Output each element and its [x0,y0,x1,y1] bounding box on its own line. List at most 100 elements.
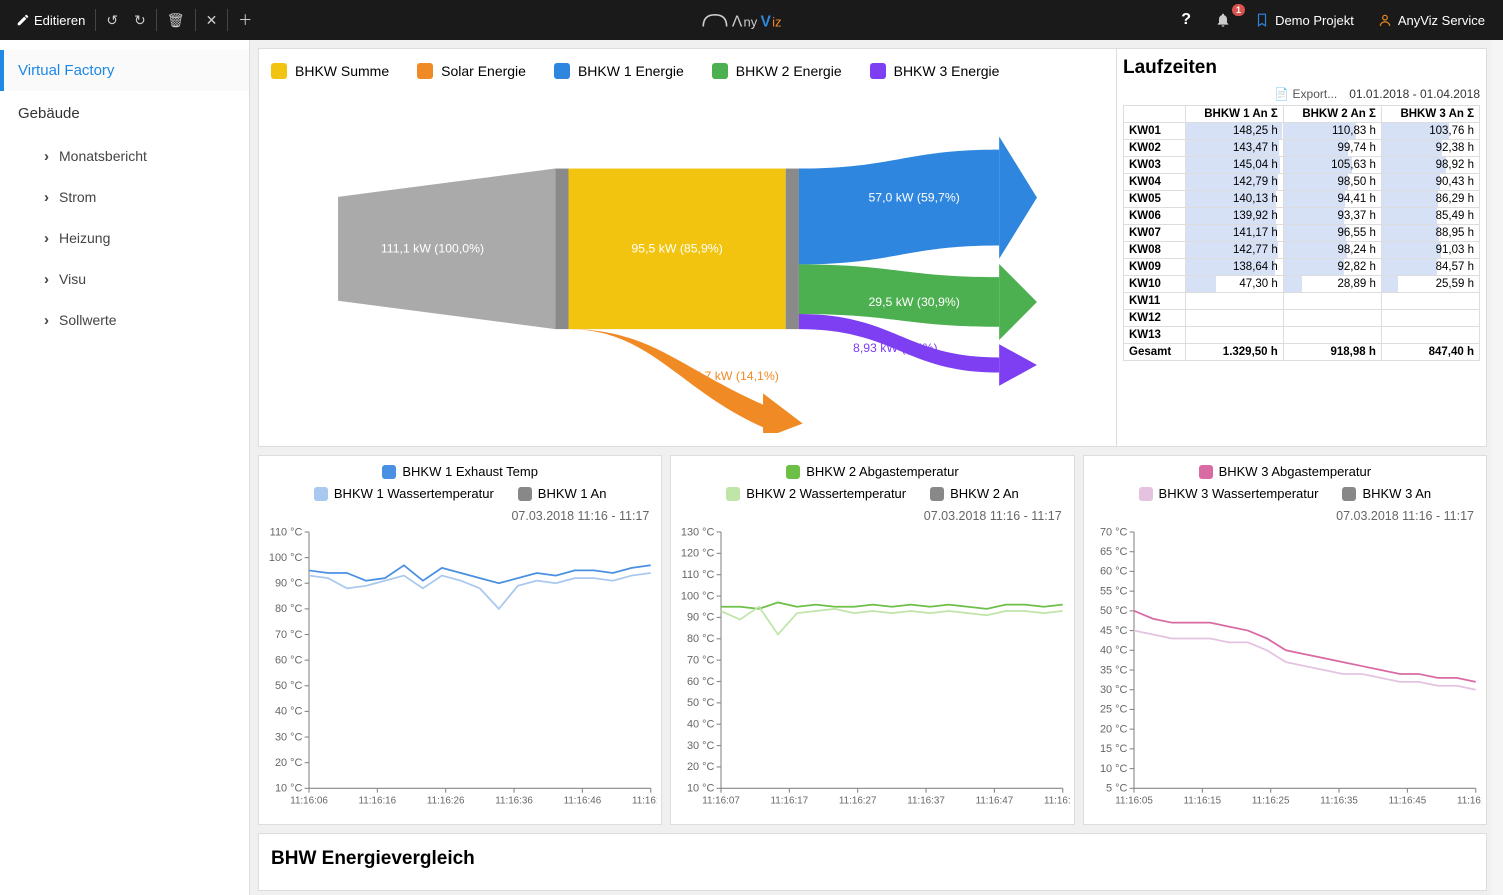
svg-text:11:16:16: 11:16:16 [359,795,397,806]
project-link[interactable]: Demo Projekt [1245,9,1364,32]
svg-text:11:16:05: 11:16:05 [1115,795,1153,806]
sankey-panel: BHKW Summe Solar Energie BHKW 1 Energie BHK… [258,48,1487,447]
svg-text:120 °C: 120 °C [681,547,715,559]
help-icon[interactable]: ? [1171,7,1201,33]
laufzeiten-title: Laufzeiten [1123,57,1480,79]
svg-text:11:16:07: 11:16:07 [703,795,741,806]
svg-text:11:16:06: 11:16:06 [290,795,328,806]
svg-text:20 °C: 20 °C [1100,723,1128,735]
svg-text:10 °C: 10 °C [687,782,715,794]
svg-text:50 °C: 50 °C [275,680,303,692]
svg-text:80 °C: 80 °C [687,633,715,645]
svg-text:11:16:36: 11:16:36 [495,795,533,806]
legend-item: Solar Energie [417,63,526,79]
svg-text:70 °C: 70 °C [275,628,303,640]
svg-text:11:16:15: 11:16:15 [1183,795,1221,806]
table-row: KW08142,77 h98,24 h91,03 h [1124,242,1480,259]
svg-text:65 °C: 65 °C [1100,545,1128,557]
table-total-row: Gesamt1.329,50 h918,98 h847,40 h [1124,344,1480,361]
svg-text:110 °C: 110 °C [682,568,715,580]
sidebar: Virtual Factory Gebäude MonatsberichtStr… [0,40,250,895]
svg-text:80 °C: 80 °C [275,603,303,615]
sidebar-item-visu[interactable]: Visu [0,259,249,300]
svg-text:11:16:27: 11:16:27 [839,795,877,806]
svg-text:11:16:47: 11:16:47 [976,795,1014,806]
sidebar-item-monatsbericht[interactable]: Monatsbericht [0,136,249,177]
table-row: KW09138,64 h92,82 h84,57 h [1124,259,1480,276]
svg-text:70 °C: 70 °C [1100,526,1128,538]
table-row: KW01148,25 h110,83 h103,76 h [1124,123,1480,140]
redo-icon[interactable]: ↻ [126,8,154,33]
svg-text:45 °C: 45 °C [1100,624,1128,636]
charts-row: BHKW 1 Exhaust TempBHKW 1 Wassertemperat… [258,455,1487,825]
svg-text:30 °C: 30 °C [687,739,715,751]
sidebar-group-gebaude: Gebäude [0,91,249,136]
svg-text:25 °C: 25 °C [1100,703,1128,715]
footer-panel: BHW Energievergleich [258,833,1487,891]
svg-text:35 °C: 35 °C [1100,664,1128,676]
chart-legend: BHKW 3 AbgastemperaturBHKW 3 Wassertempe… [1088,460,1482,509]
svg-text:iz: iz [772,15,781,30]
svg-text:5 °C: 5 °C [1106,782,1127,794]
table-row: KW04142,79 h98,50 h90,43 h [1124,174,1480,191]
svg-text:10 °C: 10 °C [275,782,303,794]
edit-button[interactable]: Editieren [8,9,93,32]
section-title: BHW Energievergleich [265,838,1480,886]
add-icon[interactable]: ＋ [230,6,260,34]
svg-text:11:16:57: 11:16:57 [1044,795,1069,806]
table-row: KW05140,13 h94,41 h86,29 h [1124,191,1480,208]
sidebar-item-sollwerte[interactable]: Sollwerte [0,300,249,341]
svg-text:90 °C: 90 °C [687,611,715,623]
main-content: BHKW Summe Solar Energie BHKW 1 Energie BHK… [250,40,1491,895]
sankey-chart: 111,1 kW (100,0%)95,5 kW (85,9%)15,7 kW … [267,93,1108,433]
brand-logo: Λ ny V iz [682,7,822,33]
notifications-icon[interactable]: 1 [1205,8,1241,32]
svg-text:50 °C: 50 °C [687,697,715,709]
svg-text:20 °C: 20 °C [275,756,303,768]
svg-text:60 °C: 60 °C [275,654,303,666]
svg-text:60 °C: 60 °C [1100,565,1128,577]
table-row: KW06139,92 h93,37 h85,49 h [1124,208,1480,225]
svg-text:30 °C: 30 °C [1100,684,1128,696]
legend-item: BHKW 2 Energie [712,63,842,79]
svg-text:10 °C: 10 °C [1100,762,1128,774]
svg-text:55 °C: 55 °C [1100,585,1128,597]
svg-text:11:16:17: 11:16:17 [771,795,809,806]
svg-text:11:16:35: 11:16:35 [1320,795,1358,806]
svg-text:15 °C: 15 °C [1100,743,1128,755]
chart-legend: BHKW 1 Exhaust TempBHKW 1 Wassertemperat… [263,460,657,509]
chart-timestamp: 07.03.2018 11:16 - 11:17 [263,509,657,525]
svg-text:11:16:55: 11:16:55 [1457,795,1482,806]
laufzeiten-table: BHKW 1 An ΣBHKW 2 An ΣBHKW 3 An ΣKW01148… [1123,105,1480,361]
svg-text:20 °C: 20 °C [687,761,715,773]
table-row: KW13 [1124,327,1480,344]
legend-item: BHKW 1 Energie [554,63,684,79]
chart-timestamp: 07.03.2018 11:16 - 11:17 [1088,509,1482,525]
user-link[interactable]: AnyViz Service [1368,9,1495,32]
svg-text:57,0 kW (59,7%): 57,0 kW (59,7%) [868,190,959,204]
svg-text:11:16:46: 11:16:46 [564,795,602,806]
svg-text:50 °C: 50 °C [1100,605,1128,617]
sidebar-item-strom[interactable]: Strom [0,177,249,218]
legend-item: BHKW 3 Energie [870,63,1000,79]
close-icon[interactable]: ✕ [198,8,226,33]
table-row: KW11 [1124,293,1480,310]
svg-text:40 °C: 40 °C [1100,644,1128,656]
svg-text:11:16:37: 11:16:37 [908,795,946,806]
svg-text:95,5 kW (85,9%): 95,5 kW (85,9%) [631,242,722,256]
sidebar-item-virtual-factory[interactable]: Virtual Factory [0,50,249,91]
svg-text:8,93 kW (9,4%): 8,93 kW (9,4%) [853,341,938,355]
export-button[interactable]: 📄 Export... [1274,87,1337,101]
svg-text:29,5 kW (30,9%): 29,5 kW (30,9%) [868,295,959,309]
line-chart-1: BHKW 1 Exhaust TempBHKW 1 Wassertemperat… [258,455,662,825]
legend-item: BHKW Summe [271,63,389,79]
table-row: KW02143,47 h99,74 h92,38 h [1124,140,1480,157]
svg-text:70 °C: 70 °C [687,654,715,666]
line-chart-2: BHKW 2 AbgastemperaturBHKW 2 Wassertempe… [670,455,1074,825]
undo-icon[interactable]: ↺ [98,8,126,33]
topbar: Editieren ↺ ↻ 🗑 ✕ ＋ Λ ny V iz ? 1 Demo P… [0,0,1503,40]
trash-icon[interactable]: 🗑 [159,8,193,33]
svg-text:90 °C: 90 °C [275,577,303,589]
sidebar-item-heizung[interactable]: Heizung [0,218,249,259]
table-row: KW1047,30 h28,89 h25,59 h [1124,276,1480,293]
